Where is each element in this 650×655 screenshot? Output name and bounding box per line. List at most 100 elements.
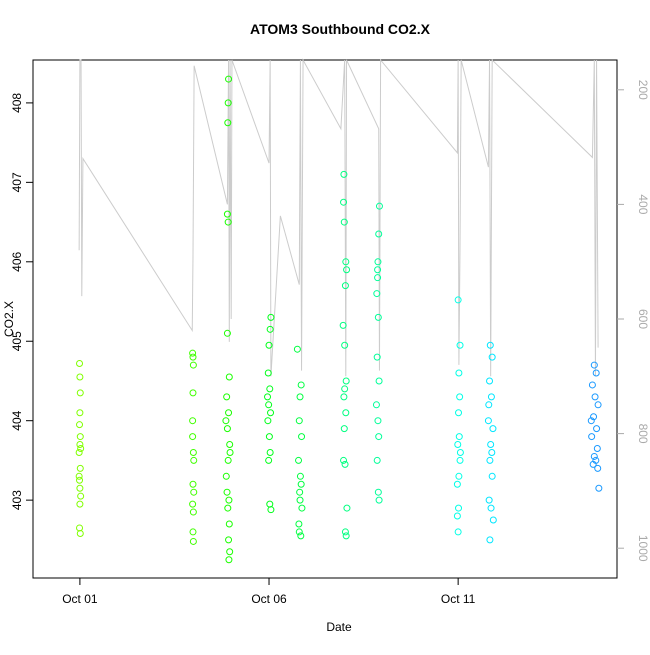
data-point — [588, 433, 596, 441]
data-point — [594, 464, 602, 472]
data-point — [76, 530, 84, 538]
data-point — [456, 393, 464, 401]
data-point — [295, 456, 303, 464]
data-point — [225, 75, 233, 83]
data-point — [189, 500, 197, 508]
data-point — [76, 389, 84, 397]
data-point — [189, 349, 197, 357]
data-point — [296, 393, 304, 401]
data-point — [265, 401, 273, 409]
data-point — [375, 377, 383, 385]
data-point — [453, 480, 461, 488]
data-point — [76, 476, 84, 484]
x-tick-label: Oct 06 — [251, 592, 287, 606]
data-point — [224, 456, 232, 464]
data-point — [456, 341, 464, 349]
data-point — [341, 341, 349, 349]
data-point — [225, 373, 233, 381]
data-point — [264, 369, 272, 377]
data-point — [223, 329, 231, 337]
chart-title: ATOM3 Southbound CO2.X — [250, 21, 431, 37]
data-point — [454, 528, 462, 536]
data-point — [455, 433, 463, 441]
data-point — [76, 421, 84, 429]
data-point — [486, 341, 494, 349]
data-point — [76, 484, 84, 492]
data-point — [342, 377, 350, 385]
y2-tick-label: 800 — [636, 424, 650, 444]
data-point — [225, 536, 233, 544]
data-point — [341, 460, 349, 468]
data-point — [453, 512, 461, 520]
data-point — [297, 480, 305, 488]
data-point — [266, 385, 274, 393]
y-axis-label: CO2.X — [2, 301, 16, 337]
data-point — [593, 425, 601, 433]
data-point — [454, 441, 462, 449]
data-point — [374, 313, 382, 321]
data-point — [375, 202, 383, 210]
data-point — [484, 417, 492, 425]
data-point — [265, 433, 273, 441]
data-point — [373, 353, 381, 361]
data-point — [222, 417, 230, 425]
data-point — [190, 456, 198, 464]
data-point — [374, 274, 382, 282]
data-point — [487, 504, 495, 512]
data-point — [341, 528, 349, 536]
data-point — [293, 345, 301, 353]
data-point — [189, 508, 197, 516]
data-point — [455, 369, 463, 377]
data-point — [222, 472, 230, 480]
data-point — [375, 230, 383, 238]
data-point — [455, 504, 463, 512]
data-point — [189, 389, 197, 397]
data-point — [76, 359, 84, 367]
data-point — [340, 393, 348, 401]
data-point — [76, 524, 84, 532]
data-point — [223, 393, 231, 401]
data-point — [224, 119, 232, 127]
data-point — [487, 393, 495, 401]
data-point — [339, 321, 347, 329]
data-point — [341, 282, 349, 290]
data-point — [488, 472, 496, 480]
data-point — [267, 506, 275, 514]
data-point — [488, 353, 496, 361]
data-point — [340, 218, 348, 226]
data-point — [374, 258, 382, 266]
data-point — [296, 488, 304, 496]
data-point — [295, 520, 303, 528]
data-point — [226, 441, 234, 449]
data-point — [375, 433, 383, 441]
y-tick-label: 404 — [10, 410, 24, 430]
data-point — [342, 258, 350, 266]
data-point — [594, 401, 602, 409]
data-point — [76, 433, 84, 441]
data-point — [76, 441, 84, 449]
data-point — [455, 472, 463, 480]
data-point — [190, 488, 198, 496]
x-tick-label: Oct 01 — [62, 592, 98, 606]
data-point — [225, 409, 233, 417]
data-point — [267, 409, 275, 417]
data-point — [224, 99, 232, 107]
x-tick-label: Oct 11 — [441, 592, 476, 606]
data-point — [489, 516, 497, 524]
y-tick-label: 407 — [10, 172, 24, 192]
data-point — [75, 472, 83, 480]
line-series — [78, 58, 599, 377]
data-point — [456, 456, 464, 464]
y2-tick-label: 200 — [636, 80, 650, 100]
data-point — [485, 401, 493, 409]
data-point — [297, 381, 305, 389]
data-point — [340, 456, 348, 464]
data-point — [76, 373, 84, 381]
data-point — [266, 448, 274, 456]
data-point — [340, 198, 348, 206]
data-point — [587, 417, 595, 425]
data-point — [77, 445, 85, 452]
data-point — [76, 409, 84, 417]
data-point — [264, 417, 272, 425]
y2-tick-label: 400 — [636, 194, 650, 214]
